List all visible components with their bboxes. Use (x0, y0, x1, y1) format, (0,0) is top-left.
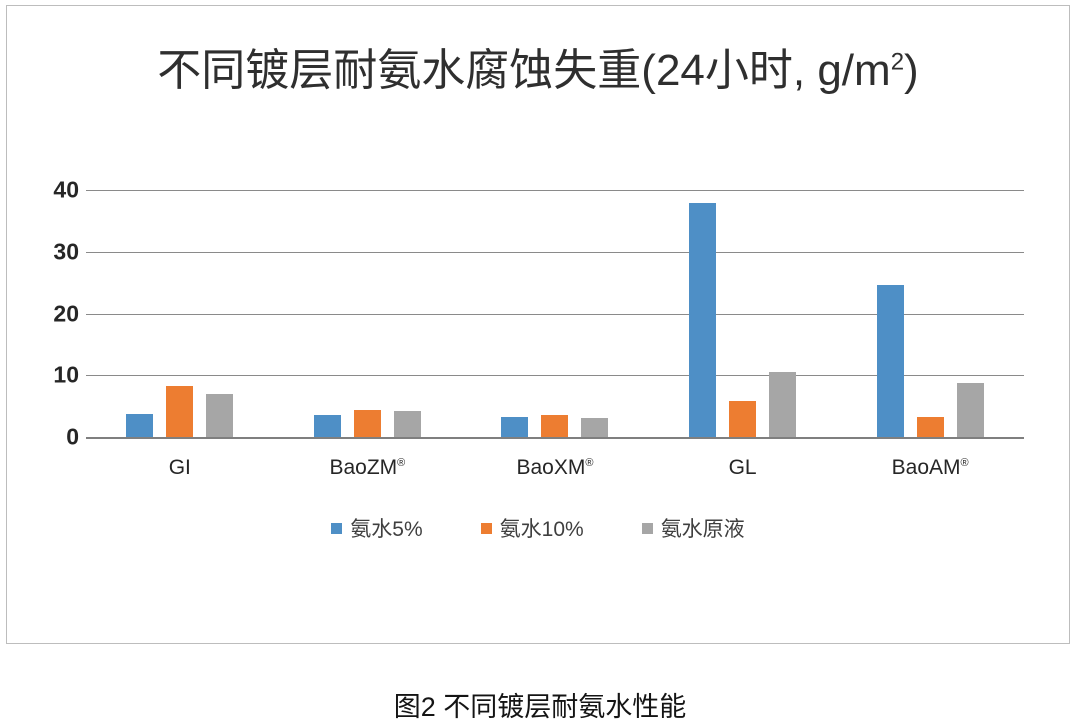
gridline (86, 251, 1024, 253)
y-axis-tick-label: 10 (53, 361, 79, 388)
bar-gl-氨水10% (729, 400, 757, 437)
bar-baozm-氨水10% (353, 409, 381, 437)
x-axis-label-baoxm: BaoXM® (461, 456, 649, 480)
legend-swatch-icon (641, 522, 653, 534)
x-axis-label-baoam: BaoAM® (836, 456, 1024, 480)
legend-item: 氨水原液 (641, 513, 745, 543)
bar-baozm-氨水5% (313, 414, 341, 437)
y-axis-tick-label: 20 (53, 300, 79, 326)
bar-groups (86, 190, 1024, 437)
bar-baoxm-氨水10% (541, 414, 569, 437)
x-axis-label-baozm: BaoZM® (274, 456, 462, 480)
chart-title-close: ) (904, 46, 919, 95)
bar-gi-氨水5% (126, 413, 154, 437)
x-axis-label-text: BaoXM (516, 456, 586, 479)
legend-swatch-icon (331, 522, 343, 534)
legend-item: 氨水10% (480, 513, 584, 543)
registered-trademark-superscript: ® (585, 457, 594, 469)
figure-caption: 图2 不同镀层耐氨水性能 (393, 692, 687, 722)
chart-title-text: 不同镀层耐氨水腐蚀失重(24小时, g/m (157, 46, 891, 95)
x-axis-label-gl: GL (649, 456, 837, 480)
bar-group-baozm (274, 190, 462, 437)
y-axis: 40 30 20 10 0 (7, 177, 79, 450)
bar-baoxm-氨水原液 (581, 418, 609, 437)
legend-label: 氨水5% (350, 518, 423, 541)
x-axis-label-text: GI (168, 456, 191, 479)
bar-baoam-氨水10% (916, 416, 944, 437)
bar-group-gi (86, 190, 274, 437)
bar-gl-氨水5% (689, 202, 717, 437)
plot-area (86, 190, 1024, 439)
x-axis-baseline (86, 437, 1024, 439)
bar-baoam-氨水5% (876, 285, 904, 437)
bar-group-baoxm (461, 190, 649, 437)
gridline (86, 375, 1024, 377)
legend-label: 氨水10% (499, 518, 584, 541)
x-axis-label-gi: GI (86, 456, 274, 480)
chart-title: 不同镀层耐氨水腐蚀失重(24小时, g/m2) (7, 34, 1069, 98)
bar-baoam-氨水原液 (956, 383, 984, 437)
bar-gi-氨水10% (166, 386, 194, 437)
bar-baoxm-氨水5% (501, 416, 529, 437)
legend-item: 氨水5% (331, 513, 423, 543)
gridline (86, 313, 1024, 315)
registered-trademark-superscript: ® (960, 457, 969, 469)
bar-gl-氨水原液 (769, 372, 797, 437)
bar-gi-氨水原液 (206, 393, 234, 437)
x-axis-label-text: BaoAM (891, 456, 961, 479)
y-axis-tick-label: 0 (66, 423, 79, 450)
y-axis-tick-label: 30 (53, 238, 79, 265)
x-axis: GI BaoZM® BaoXM® GL BaoAM® (86, 456, 1024, 480)
legend: 氨水5% 氨水10% 氨水原液 (7, 513, 1069, 543)
chart-title-superscript: 2 (890, 48, 905, 76)
bar-group-baoam (836, 190, 1024, 437)
x-axis-label-text: BaoZM (329, 456, 398, 479)
registered-trademark-superscript: ® (397, 457, 406, 469)
legend-label: 氨水原液 (660, 518, 745, 541)
gridline (86, 190, 1024, 191)
y-axis-tick-label: 40 (53, 176, 79, 203)
legend-swatch-icon (480, 522, 492, 534)
chart-frame: 不同镀层耐氨水腐蚀失重(24小时, g/m2) 40 30 20 10 0 GI BaoZ… (6, 5, 1070, 644)
x-axis-label-text: GL (728, 456, 757, 479)
bar-group-gl (649, 190, 837, 437)
bar-baozm-氨水原液 (393, 411, 421, 437)
